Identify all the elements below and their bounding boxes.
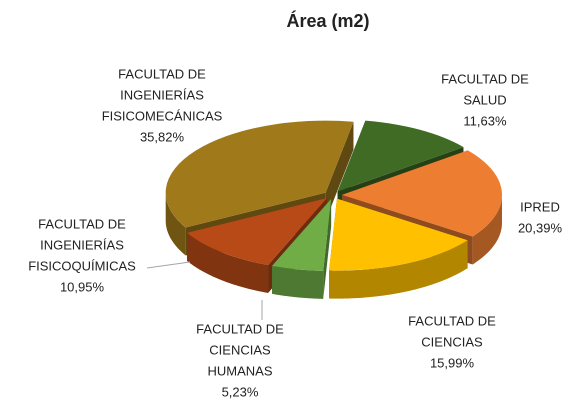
value-label: 15,99% bbox=[430, 355, 475, 370]
category-label: HUMANAS bbox=[207, 363, 272, 378]
slice-top bbox=[337, 120, 464, 192]
category-label: FACULTAD DE bbox=[118, 66, 206, 81]
slice-wall bbox=[165, 193, 186, 256]
category-label: FISICOMECÁNICAS bbox=[102, 108, 223, 123]
slice-top bbox=[165, 120, 354, 228]
value-label: 10,95% bbox=[60, 279, 105, 294]
leader-line bbox=[146, 261, 191, 269]
value-label: 5,23% bbox=[222, 384, 259, 399]
category-label: INGENIERÍAS bbox=[40, 237, 124, 252]
slice-edge bbox=[325, 121, 354, 221]
value-label: 11,63% bbox=[463, 113, 507, 128]
value-label: 20,39% bbox=[518, 220, 563, 235]
category-label: FACULTAD DE bbox=[196, 321, 284, 336]
slice-top bbox=[329, 198, 468, 271]
pie-slice bbox=[272, 198, 332, 299]
category-label: CIENCIAS bbox=[421, 334, 483, 349]
slice-top bbox=[341, 150, 502, 237]
category-label: FACULTAD DE bbox=[441, 71, 529, 86]
slice-wall bbox=[472, 196, 502, 265]
category-label: FACULTAD DE bbox=[38, 216, 126, 231]
category-label: IPRED bbox=[520, 199, 560, 214]
slice-wall bbox=[272, 265, 324, 299]
chart-title: Área (m2) bbox=[286, 10, 369, 31]
category-label: INGENIERÍAS bbox=[120, 87, 204, 102]
slice-top bbox=[187, 198, 328, 265]
category-label: FACULTAD DE bbox=[408, 313, 496, 328]
category-label: CIENCIAS bbox=[209, 342, 271, 357]
category-label: FISICOQUÍMICAS bbox=[28, 258, 136, 273]
slice-wall bbox=[329, 240, 468, 299]
value-label: 35,82% bbox=[140, 129, 185, 144]
category-label: SALUD bbox=[463, 92, 506, 107]
slice-wall bbox=[187, 232, 269, 293]
slice-top bbox=[272, 198, 332, 271]
pie-slice bbox=[329, 198, 468, 299]
